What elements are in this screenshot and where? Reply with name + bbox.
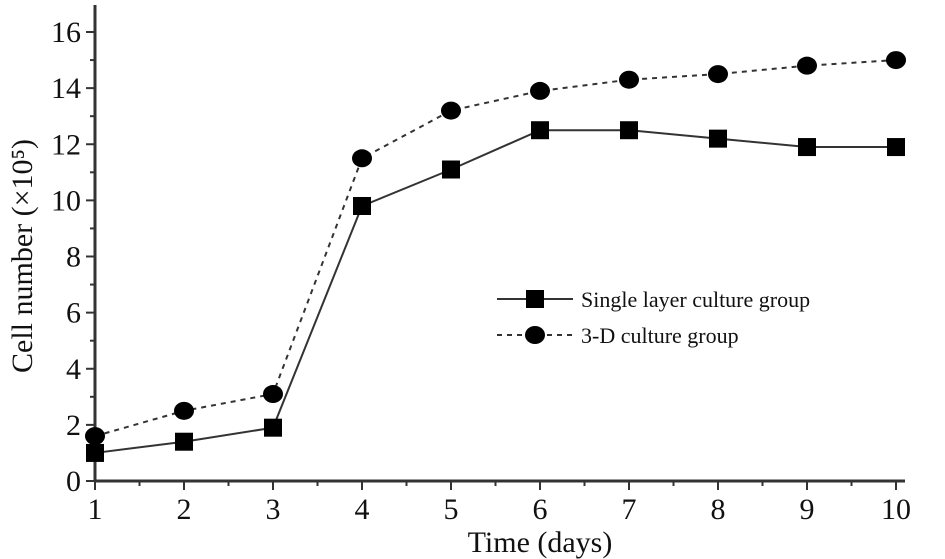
data-point — [442, 160, 460, 179]
data-point — [175, 432, 193, 451]
data-point — [708, 65, 728, 84]
data-point — [709, 129, 727, 148]
legend-marker — [525, 326, 545, 344]
x-tick-label: 10 — [881, 493, 911, 526]
data-point — [353, 196, 371, 215]
x-axis-label: Time (days) — [468, 526, 613, 559]
data-point — [85, 427, 105, 446]
legend-item: Single layer culture group — [497, 287, 810, 312]
y-tick-label: 2 — [66, 409, 81, 442]
legend-label: Single layer culture group — [581, 287, 810, 312]
x-tick-label: 5 — [444, 493, 459, 526]
y-tick-label: 10 — [51, 184, 81, 217]
legend-marker — [526, 290, 544, 308]
series-3d — [85, 51, 906, 446]
data-point — [441, 101, 461, 120]
data-point — [264, 418, 282, 437]
x-tick-label: 2 — [177, 493, 192, 526]
y-tick-label: 16 — [51, 16, 81, 49]
y-tick-label: 6 — [66, 297, 81, 330]
data-point — [619, 70, 639, 89]
data-point — [263, 385, 283, 404]
data-point — [620, 121, 638, 140]
series-single-layer — [86, 121, 905, 462]
data-point — [530, 81, 550, 100]
data-point — [887, 138, 905, 157]
x-tick-label: 1 — [88, 493, 103, 526]
x-tick-label: 9 — [800, 493, 815, 526]
data-point — [352, 149, 372, 168]
y-tick-label: 14 — [51, 72, 81, 105]
data-point — [886, 51, 906, 70]
x-tick-label: 8 — [711, 493, 726, 526]
x-tick-label: 6 — [533, 493, 548, 526]
y-tick-label: 12 — [51, 128, 81, 161]
y-tick-label: 8 — [66, 241, 81, 274]
x-tick-label: 3 — [266, 493, 281, 526]
x-tick-label: 4 — [355, 493, 370, 526]
data-point — [798, 138, 816, 157]
y-axis-label: Cell number (×10⁵) — [6, 139, 39, 373]
series-layer — [85, 51, 906, 462]
legend-label: 3-D culture group — [581, 323, 739, 348]
data-point — [86, 443, 104, 462]
y-tick-label: 0 — [66, 465, 81, 498]
legend: Single layer culture group 3-D culture gr… — [497, 287, 810, 348]
series-line — [94, 59, 897, 438]
x-tick-label: 7 — [622, 493, 637, 526]
series-line — [94, 129, 896, 454]
legend-item: 3-D culture group — [497, 323, 739, 348]
y-tick-label: 4 — [66, 353, 81, 386]
data-point — [174, 401, 194, 420]
data-point — [531, 121, 549, 140]
data-point — [797, 56, 817, 75]
